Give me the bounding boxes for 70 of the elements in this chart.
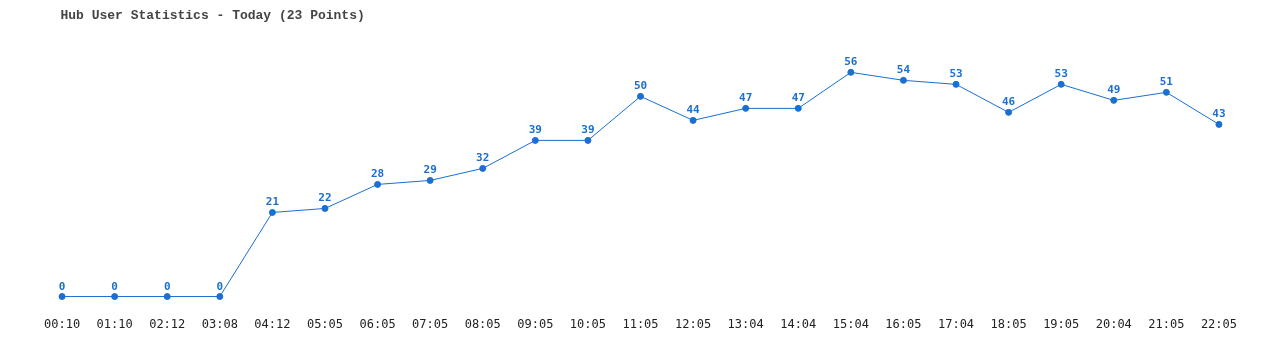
data-label: 29 [423,163,437,177]
data-label: 0 [216,279,224,293]
data-label: 53 [949,67,963,81]
x-tick-label: 07:05 [412,316,449,331]
x-tick-label: 13:04 [727,316,764,331]
data-label: 21 [265,195,280,209]
x-tick-label: 15:04 [832,316,869,331]
x-tick-label: 08:05 [464,316,501,331]
data-label: 43 [1212,107,1226,121]
x-tick-label: 14:04 [780,316,817,331]
data-label: 56 [844,55,858,69]
point [216,293,224,301]
chart-title: Hub User Statistics - Today (23 Points) [60,7,365,23]
x-tick-label: 09:05 [517,316,554,331]
point [1057,80,1065,88]
point [321,204,329,212]
point [584,136,592,144]
data-label: 49 [1107,83,1121,97]
point [531,136,539,144]
data-label: 32 [476,151,490,165]
point [374,180,382,188]
data-label: 39 [581,123,595,137]
x-tick-label: 04:12 [254,316,291,331]
data-label: 28 [370,167,385,181]
x-tick-label: 05:05 [306,316,344,331]
point [847,68,855,76]
x-tick-label: 03:08 [201,316,238,331]
x-tick-label: 19:05 [1043,316,1080,331]
x-tick-label: 17:04 [937,316,975,331]
point [1110,96,1118,104]
data-label: 47 [791,91,805,105]
data-label: 50 [633,79,648,93]
point [952,80,960,88]
data-label: 0 [111,279,118,293]
x-tick-label: 10:05 [569,316,606,331]
point [426,176,434,184]
point [1215,120,1223,128]
data-label: 22 [318,191,332,205]
data-label: 0 [58,279,66,293]
point [1005,108,1013,116]
x-tick-label: 16:05 [885,316,922,331]
point [899,76,907,84]
data-label: 44 [686,103,701,117]
point [637,92,644,100]
data-label: 0 [163,279,171,293]
point [479,164,487,172]
point [794,104,802,112]
x-tick-label: 11:05 [622,316,659,331]
x-tick-label: 06:05 [359,316,396,331]
x-tick-label: 20:04 [1095,316,1132,331]
x-tick-label: 00:10 [43,316,81,331]
data-label: 54 [896,63,911,77]
x-tick-label: 18:05 [990,316,1027,331]
x-tick-label: 21:05 [1148,316,1185,331]
x-tick-label: 01:10 [96,316,133,331]
data-label: 51 [1159,75,1174,89]
data-label: 47 [739,91,753,105]
point [1162,88,1170,96]
point [111,293,119,301]
x-tick-label: 02:12 [149,316,186,331]
point [742,104,750,112]
x-tick-label: 22:05 [1200,316,1238,331]
data-label: 39 [528,123,542,137]
point [689,116,697,124]
point [268,208,276,216]
point [58,293,66,301]
data-label: 46 [1001,95,1016,109]
data-label: 53 [1054,67,1068,81]
x-tick-label: 12:05 [675,316,712,331]
point [163,293,171,301]
